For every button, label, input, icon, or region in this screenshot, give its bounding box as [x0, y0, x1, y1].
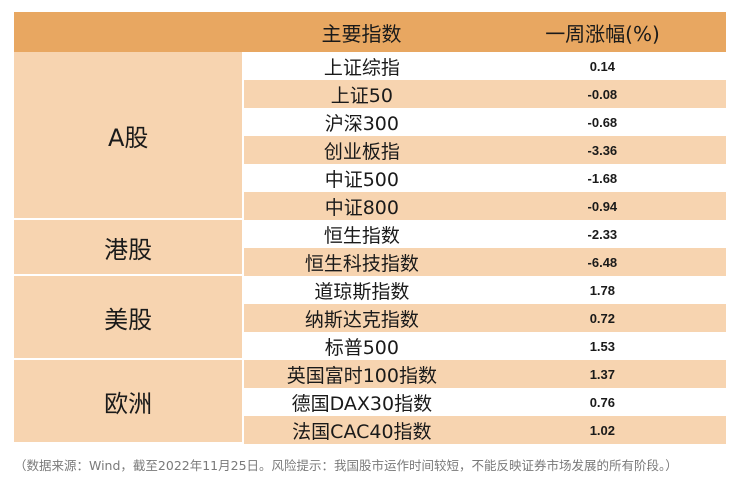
weekly-change-value: 0.72 — [589, 310, 616, 326]
index-name: 纳斯达克指数 — [304, 308, 419, 331]
table-row: 德国DAX30指数 0.76 — [244, 388, 726, 416]
index-name: 英国富时100指数 — [286, 364, 437, 387]
index-name: 上证50 — [330, 84, 393, 107]
market-group-label: A股 — [14, 52, 243, 220]
index-name: 中证800 — [324, 196, 399, 219]
source-note: （数据来源：Wind，截至2022年11月25日。风险提示：我国股市运作时间较短… — [14, 458, 678, 473]
weekly-change-value: 1.37 — [589, 366, 616, 382]
header-weekly-change: 一周涨幅(%) — [545, 21, 660, 46]
index-name: 道琼斯指数 — [314, 280, 410, 303]
weekly-change-value: 1.53 — [589, 338, 616, 354]
weekly-change-value: 0.76 — [589, 394, 616, 410]
index-name: 创业板指 — [323, 140, 400, 163]
market-group-label: 美股 — [14, 276, 243, 360]
weekly-change-value: -2.33 — [587, 226, 618, 242]
index-performance-table: 主要指数 一周涨幅(%) A股 港股 美股 欧洲 上证综指 0.14 上证50 -0.08 沪… — [14, 12, 726, 444]
table-row: 法国CAC40指数 1.02 — [244, 416, 726, 444]
index-name: 德国DAX30指数 — [291, 392, 433, 415]
weekly-change-value: -3.36 — [587, 142, 618, 158]
table-row: 纳斯达克指数 0.72 — [244, 304, 726, 332]
weekly-change-value: -0.08 — [587, 86, 618, 102]
market-groups: A股 港股 美股 欧洲 — [14, 52, 243, 444]
weekly-change-value: -0.94 — [587, 198, 618, 214]
index-name: 标普500 — [324, 336, 399, 359]
index-name: 上证综指 — [323, 56, 400, 79]
header-index-name: 主要指数 — [321, 21, 402, 46]
table-row: 恒生科技指数 -6.48 — [244, 248, 726, 276]
weekly-change-value: -6.48 — [587, 254, 618, 270]
table-row: 沪深300 -0.68 — [244, 108, 726, 136]
index-name: 恒生科技指数 — [304, 252, 419, 275]
table-row: 道琼斯指数 1.78 — [244, 276, 726, 304]
index-name: 沪深300 — [324, 112, 399, 135]
index-name: 法国CAC40指数 — [292, 420, 432, 443]
table-row: 恒生指数 -2.33 — [244, 220, 726, 248]
table-row: 创业板指 -3.36 — [244, 136, 726, 164]
index-rows: 上证综指 0.14 上证50 -0.08 沪深300 -0.68 创业板指 -3.36 中证50… — [242, 52, 726, 444]
weekly-change-value: -0.68 — [587, 114, 618, 130]
market-group-label: 欧洲 — [14, 360, 243, 444]
table-row: 英国富时100指数 1.37 — [244, 360, 726, 388]
table-row: 标普500 1.53 — [244, 332, 726, 360]
weekly-change-value: -1.68 — [587, 170, 618, 186]
table-row: 上证50 -0.08 — [244, 80, 726, 108]
index-name: 恒生指数 — [323, 224, 400, 247]
weekly-change-value: 1.02 — [589, 422, 616, 438]
table-row: 中证800 -0.94 — [244, 192, 726, 220]
weekly-change-value: 0.14 — [589, 58, 616, 74]
table-row: 上证综指 0.14 — [244, 52, 726, 80]
index-name: 中证500 — [324, 168, 399, 191]
table-header: 主要指数 一周涨幅(%) — [14, 12, 726, 52]
market-group-label: 港股 — [14, 220, 243, 276]
weekly-change-value: 1.78 — [589, 282, 616, 298]
table-row: 中证500 -1.68 — [244, 164, 726, 192]
table-body: A股 港股 美股 欧洲 上证综指 0.14 上证50 -0.08 沪深300 -0.68 创业板指… — [14, 52, 726, 444]
